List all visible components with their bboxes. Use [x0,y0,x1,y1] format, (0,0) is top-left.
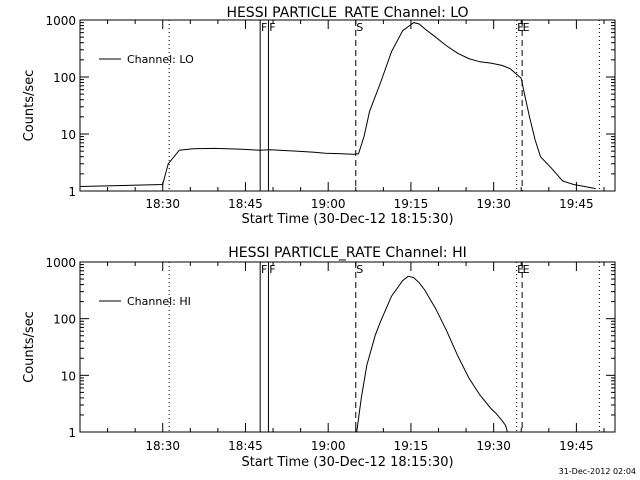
x-tick-label: 19:30 [476,439,511,453]
y-tick-label: 1 [68,426,76,440]
event-marker-label: S [356,21,363,34]
x-tick-label: 19:00 [311,197,346,211]
chart-title: HESSI PARTICLE_RATE Channel: HI [228,245,466,261]
event-marker-label: F [261,21,267,34]
x-tick-label: 18:30 [145,197,180,211]
event-marker-label: F [269,21,275,34]
y-tick-label: 10 [61,369,76,383]
y-axis-label: Counts/sec [22,70,37,142]
event-marker-label: F [269,263,275,276]
y-tick-label: 100 [53,313,76,327]
y-tick-label: 1000 [45,14,76,28]
x-tick-label: 18:45 [228,197,263,211]
chart-panel-hi: HESSI PARTICLE_RATE Channel: HI Start Ti… [22,245,616,470]
x-tick-label: 18:30 [145,439,180,453]
x-tick-label: 19:15 [394,197,429,211]
x-tick-label: 19:30 [476,197,511,211]
x-tick-label: 18:45 [228,439,263,453]
x-axis-label: Start Time (30-Dec-12 18:15:30) [241,212,453,227]
legend-label: Channel: LO [127,53,194,66]
x-tick-label: 19:45 [559,197,594,211]
chart-title: HESSI PARTICLE_RATE Channel: LO [226,5,468,21]
x-axis-label: Start Time (30-Dec-12 18:15:30) [241,455,453,470]
x-tick-label: 19:00 [311,439,346,453]
event-marker-label: F [261,263,267,276]
timestamp-footer: 31-Dec-2012 02:04 [559,467,636,476]
event-marker-label: S [356,263,363,276]
y-axis-label: Counts/sec [22,311,37,383]
event-marker-label: E [517,21,524,34]
x-tick-label: 19:15 [394,439,429,453]
series-line [356,275,508,433]
x-tick-label: 19:45 [559,439,594,453]
event-marker-label: E [523,263,530,276]
y-tick-label: 100 [53,71,76,85]
y-tick-label: 10 [61,128,76,142]
event-marker-label: E [523,21,530,34]
event-marker-label: E [517,263,524,276]
legend-label: Channel: HI [127,295,191,308]
plot-frame [79,261,616,433]
y-tick-label: 1 [68,185,76,199]
y-tick-label: 1000 [45,256,76,270]
chart-panel-lo: HESSI PARTICLE_RATE Channel: LO Start Ti… [22,5,616,227]
series-line [79,22,596,190]
plot-frame [79,19,616,192]
